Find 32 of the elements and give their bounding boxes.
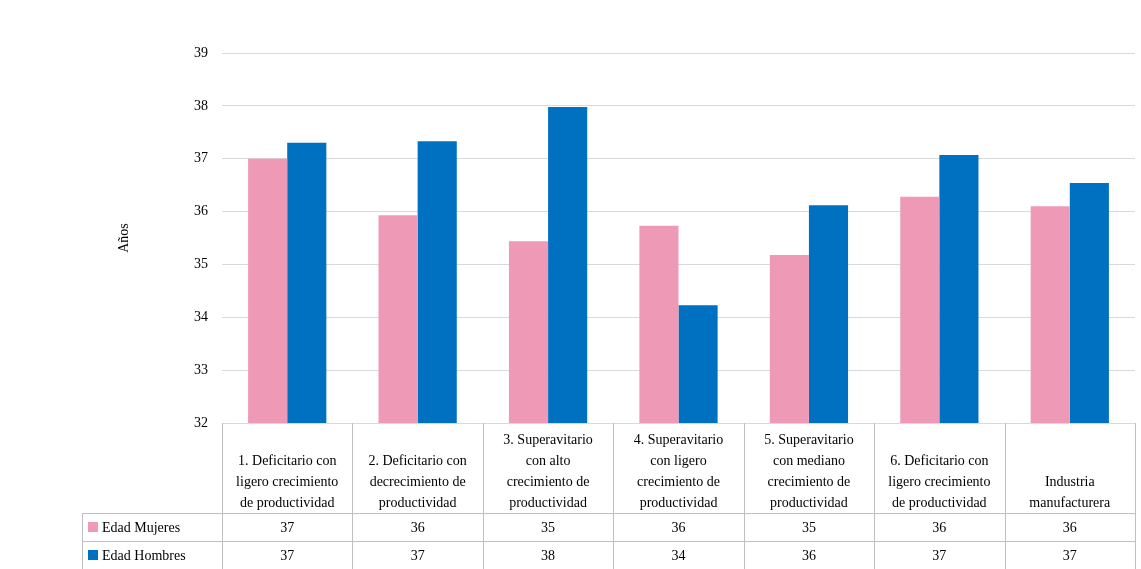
data-label: 36 xyxy=(1062,519,1077,535)
y-tick-label: 37 xyxy=(194,150,208,166)
data-label: 38 xyxy=(541,547,556,563)
x-tick-label: 2. Deficitario con decrecimiento de productividad xyxy=(368,453,467,510)
y-tick-label: 34 xyxy=(194,308,208,324)
data-label: 35 xyxy=(801,519,816,535)
data-label: 37 xyxy=(280,519,295,535)
data-label: 37 xyxy=(410,547,425,563)
data-label: 34 xyxy=(671,547,686,563)
data-label: 36 xyxy=(671,519,686,535)
y-tick-label: 38 xyxy=(194,97,208,113)
y-tick-label: 39 xyxy=(194,44,208,60)
data-label: 37 xyxy=(1062,547,1077,563)
y-axis-title: Años xyxy=(115,223,131,253)
data-label: 36 xyxy=(801,547,816,563)
y-tick-label: 36 xyxy=(194,203,208,219)
x-tick-label: Industria manufacturera xyxy=(1029,474,1111,510)
legend-label: Edad Hombres xyxy=(102,547,186,563)
x-tick-label: 3. Superavitario con alto crecimiento de productividad xyxy=(503,432,593,510)
x-tick-label: 1. Deficitario con ligero crecimiento de productividad xyxy=(236,453,339,510)
y-tick-label: 33 xyxy=(194,361,208,377)
data-label: 37 xyxy=(280,547,295,563)
data-label: 35 xyxy=(541,519,556,535)
data-label: 36 xyxy=(932,519,947,535)
x-tick-label: 6. Deficitario con ligero crecimiento de productividad xyxy=(888,453,991,510)
x-tick-label: 4. Superavitario con ligero crecimiento de productividad xyxy=(633,432,724,510)
y-tick-label: 35 xyxy=(194,256,208,272)
data-label: 36 xyxy=(410,519,425,535)
x-tick-label: 5. Superavitario con mediano crecimiento de productividad xyxy=(764,432,854,510)
legend-label: Edad Mujeres xyxy=(102,519,181,535)
data-label: 37 xyxy=(932,547,947,563)
y-tick-label: 32 xyxy=(194,414,208,430)
